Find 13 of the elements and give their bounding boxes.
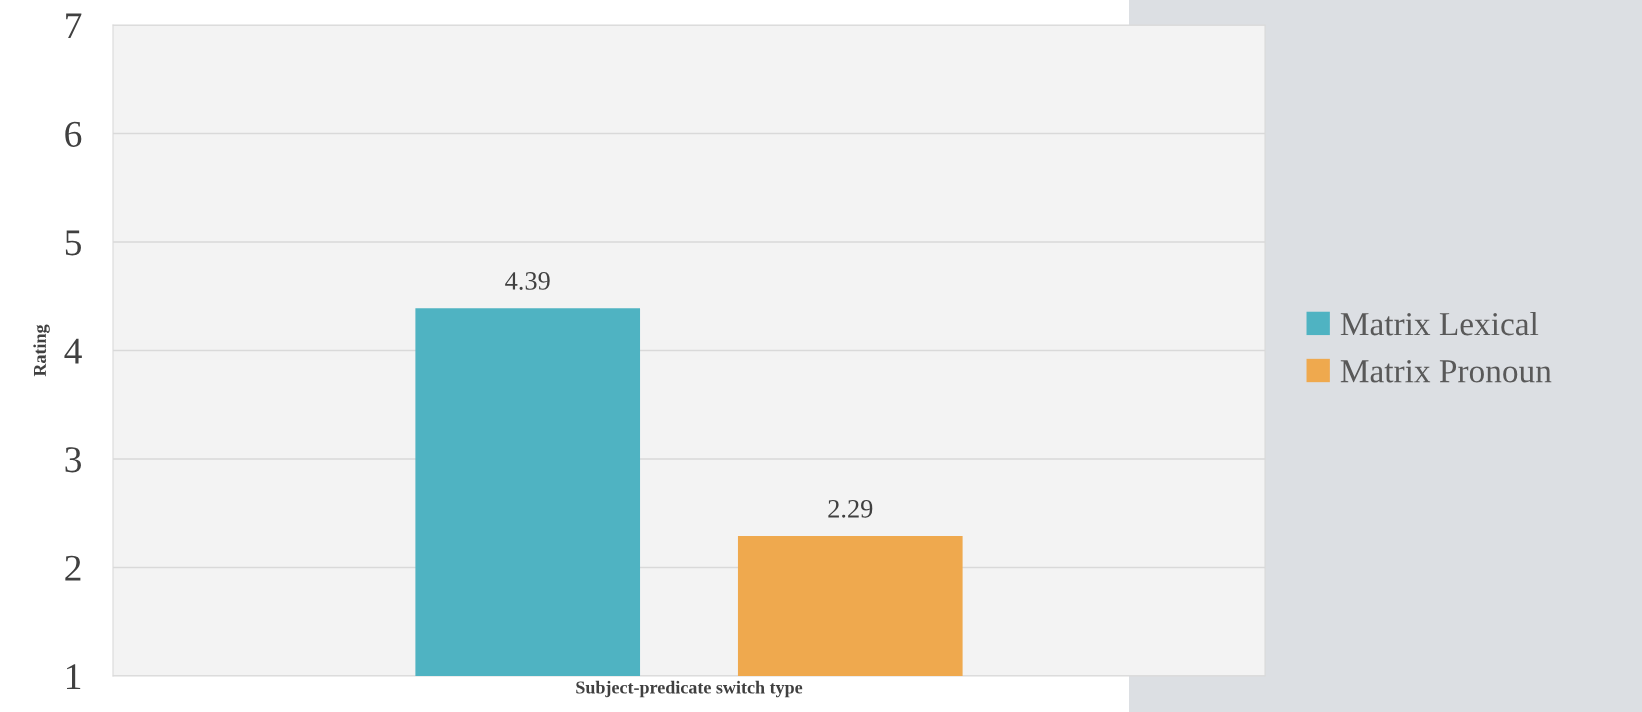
x-axis-title: Subject-predicate switch type	[576, 680, 803, 698]
data-label: 2.29	[828, 499, 873, 518]
legend-label: Matrix Lexical	[1340, 311, 1539, 336]
data-label: 4.39	[505, 272, 550, 290]
y-tick-label: 3	[65, 447, 81, 473]
y-tick-label: 2	[65, 555, 81, 581]
legend-label: Matrix Pronoun	[1340, 360, 1552, 383]
y-axis-title: Rating	[33, 324, 50, 377]
y-tick-label: 1	[66, 664, 81, 690]
y-tick-label: 4	[64, 338, 82, 364]
y-tick-label: 5	[65, 230, 81, 256]
y-tick-label: 6	[65, 121, 82, 147]
y-tick-label: 7	[66, 13, 82, 39]
